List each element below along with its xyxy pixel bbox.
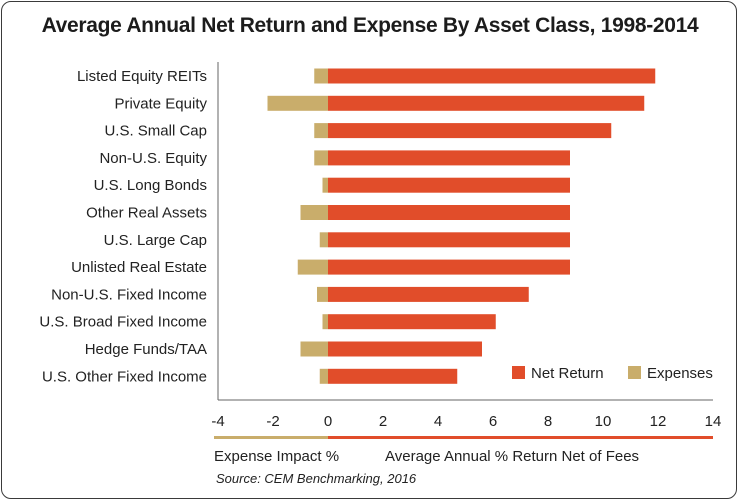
net-return-bar xyxy=(328,232,570,248)
expense-bar xyxy=(319,368,328,384)
x-tick-label: 2 xyxy=(379,413,387,430)
x-tick-label: 4 xyxy=(434,413,442,430)
category-label: Listed Equity REITs xyxy=(77,68,207,85)
legend-swatch-expenses xyxy=(628,366,641,379)
category-label: U.S. Large Cap xyxy=(104,232,207,249)
x-tick-label: 6 xyxy=(489,413,497,430)
expense-bar xyxy=(314,68,328,84)
net-return-bar xyxy=(328,314,496,330)
net-return-bar xyxy=(328,68,656,84)
expense-bar xyxy=(300,205,328,220)
net-return-bar xyxy=(328,259,570,275)
legend-label: Expenses xyxy=(647,365,713,382)
category-label: U.S. Small Cap xyxy=(104,123,207,140)
net-return-bar xyxy=(328,368,458,384)
expense-bar xyxy=(314,123,328,139)
category-label: Unlisted Real Estate xyxy=(71,259,207,276)
x-tick-label: 10 xyxy=(595,413,612,430)
expense-bar xyxy=(317,286,328,302)
expense-bar xyxy=(267,95,328,111)
category-label: U.S. Long Bonds xyxy=(94,177,207,194)
net-return-bar xyxy=(328,150,570,166)
net-return-bar xyxy=(328,341,482,357)
net-return-bar xyxy=(328,123,612,139)
expense-bar xyxy=(297,259,328,275)
expense-bar xyxy=(300,341,328,357)
expense-impact-rule xyxy=(214,436,328,439)
category-label: Non-U.S. Fixed Income xyxy=(51,286,207,303)
net-return-footer-label: Average Annual % Return Net of Fees xyxy=(385,448,639,465)
expense-bar xyxy=(319,232,328,248)
legend-swatch-net-return xyxy=(512,366,525,379)
bars xyxy=(267,68,656,384)
x-tick-label: 14 xyxy=(705,413,722,430)
category-label: Private Equity xyxy=(114,95,207,112)
expense-impact-label: Expense Impact % xyxy=(214,448,339,465)
net-return-bar xyxy=(328,177,570,193)
source-note: Source: CEM Benchmarking, 2016 xyxy=(216,471,417,486)
net-return-bar xyxy=(328,205,570,220)
x-tick-label: 8 xyxy=(544,413,552,430)
x-tick-label: -2 xyxy=(266,413,279,430)
net-return-bar xyxy=(328,286,529,302)
expense-bar xyxy=(322,314,328,330)
category-label: U.S. Other Fixed Income xyxy=(42,368,207,385)
net-return-bar xyxy=(328,95,645,111)
chart-title: Average Annual Net Return and Expense By… xyxy=(41,14,699,37)
category-labels: Listed Equity REITs Private Equity U.S. Sm… xyxy=(39,68,207,385)
x-tick-label: 0 xyxy=(324,413,332,430)
legend: Net Return Expenses xyxy=(512,365,713,382)
plot-area xyxy=(217,62,713,401)
category-label: Hedge Funds/TAA xyxy=(85,341,207,358)
category-label: Other Real Assets xyxy=(86,205,207,222)
category-label: Non-U.S. Equity xyxy=(99,150,207,167)
expense-bar xyxy=(314,150,328,166)
x-tick-label: -4 xyxy=(211,413,224,430)
axis-footer: Expense Impact % Average Annual % Return … xyxy=(214,436,713,486)
legend-label: Net Return xyxy=(531,365,604,382)
x-tick-label: 12 xyxy=(650,413,667,430)
x-axis-ticks: -4 -2 0 2 4 6 8 10 12 14 xyxy=(211,413,721,430)
net-return-rule xyxy=(328,436,713,439)
expense-bar xyxy=(322,177,328,193)
category-label: U.S. Broad Fixed Income xyxy=(39,314,207,331)
